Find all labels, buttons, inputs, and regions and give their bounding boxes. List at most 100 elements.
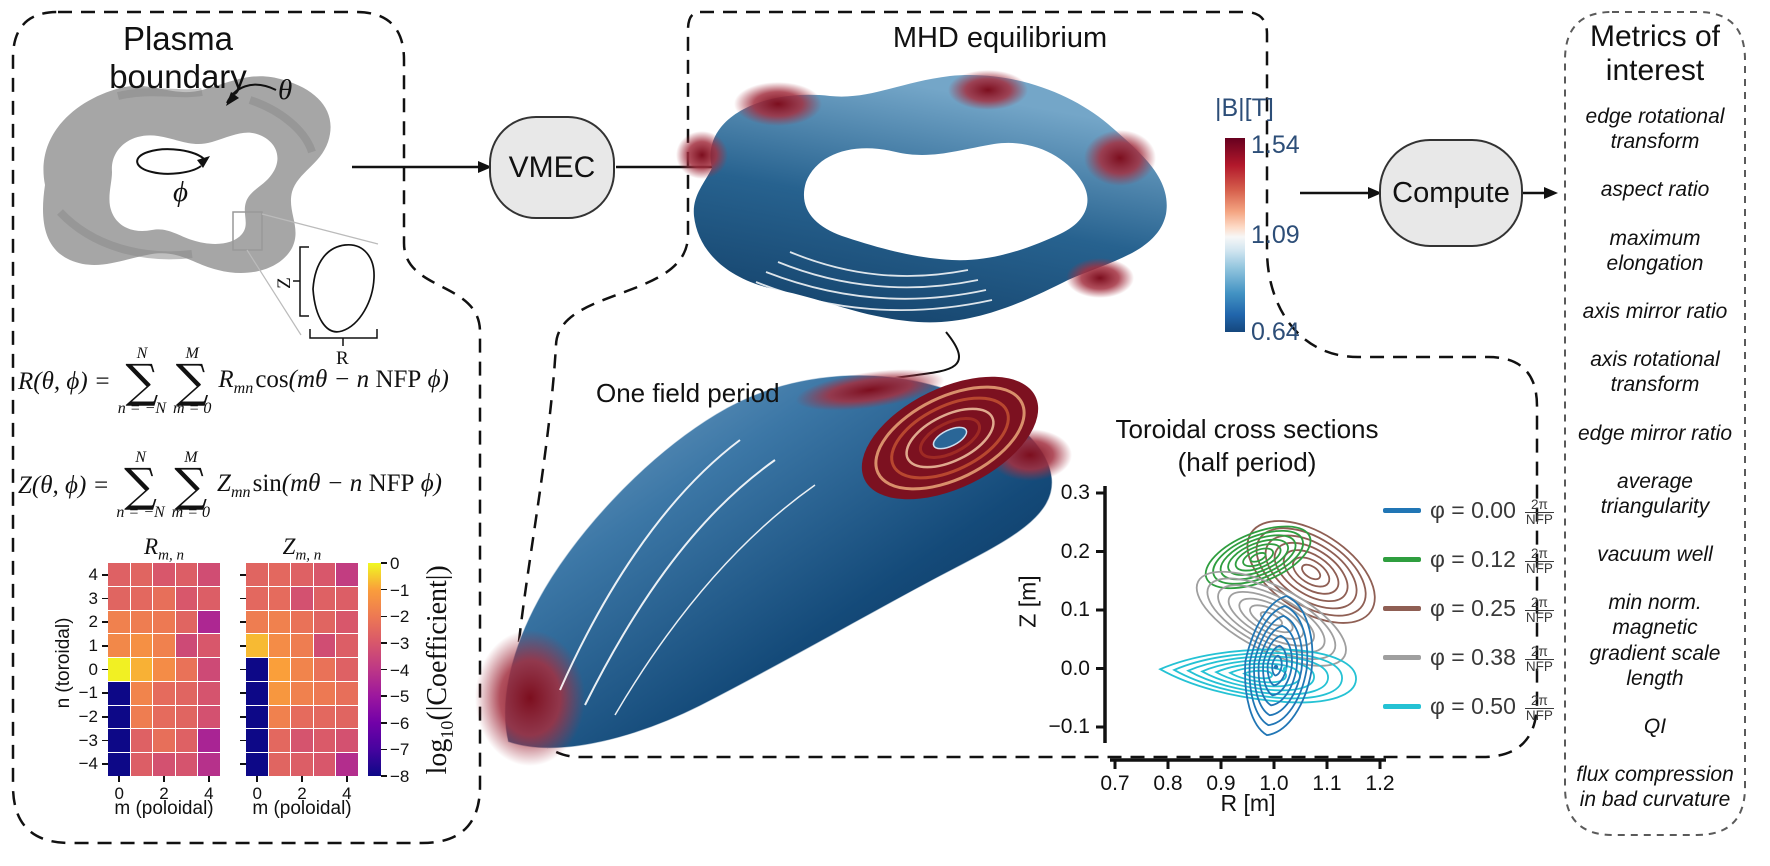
inset-z-axis-label: Z xyxy=(274,277,295,289)
cross-sections-title-line2: (half period) xyxy=(1177,447,1317,477)
fraction-numerator: 2π xyxy=(1530,496,1548,512)
legend-entry: φ = 0.50 2π NFP xyxy=(1383,682,1554,731)
legend-entry: φ = 0.38 2π NFP xyxy=(1383,633,1554,682)
flux-surface-curve xyxy=(1173,648,1343,702)
metric-item: edge mirror ratio xyxy=(1577,421,1733,445)
mhd-equilibrium-3d-surface xyxy=(676,70,1167,323)
heatmap-cell xyxy=(198,586,220,610)
flux-surface-curve xyxy=(1271,655,1283,676)
heatmap-cell xyxy=(291,658,313,681)
legend-fraction: 2π NFP xyxy=(1524,545,1554,576)
heatmap-cell xyxy=(246,681,268,705)
colorbar-tick-label: −3 xyxy=(390,633,410,653)
heatmap-cell xyxy=(313,658,336,681)
cross-section-axes xyxy=(1096,486,1386,769)
y-tick-label: 3 xyxy=(88,588,98,608)
flux-surface-curve xyxy=(1244,670,1272,679)
tick-mark xyxy=(301,776,303,782)
heatmap-cell xyxy=(336,634,358,658)
heatmap-cell xyxy=(130,634,153,658)
legend-fraction: 2π NFP xyxy=(1524,693,1554,723)
fraction-numerator: 2π xyxy=(1530,545,1548,561)
tick-mark xyxy=(381,748,387,751)
y-tick-label: 2 xyxy=(88,612,98,632)
y-tick-label: 0.1 xyxy=(1060,598,1090,621)
y-tick-label: 0 xyxy=(88,659,98,679)
flux-surface-curve xyxy=(1242,602,1315,729)
equation-lhs: R(θ, ϕ) = xyxy=(18,367,111,395)
heatmap-cell xyxy=(291,586,313,610)
legend-line-swatch xyxy=(1383,606,1421,611)
metric-item: flux compression in bad curvature xyxy=(1576,763,1734,812)
colorbar-tick-label: −1 xyxy=(390,580,410,600)
flux-surface-curve xyxy=(1223,532,1292,582)
tick-mark xyxy=(381,722,387,724)
legend-label: φ = 0.12 xyxy=(1430,546,1516,572)
flux-surface-curve xyxy=(1232,539,1284,576)
heatmap-cell xyxy=(130,681,153,705)
heatmap-cell xyxy=(313,753,336,776)
heatmap-cell xyxy=(175,705,198,729)
heatmap-ylabel: n (toroidal) xyxy=(53,617,74,709)
heatmap-cell xyxy=(313,586,336,610)
heatmap-cell xyxy=(108,658,130,681)
heatmap-r-title: Rm, n xyxy=(144,534,184,564)
legend-label: φ = 0.25 xyxy=(1430,595,1516,621)
x-tick-label: 2 xyxy=(159,784,169,803)
tick-mark xyxy=(102,574,108,576)
legend-fraction: 2π NFP xyxy=(1524,644,1554,674)
heatmap-cell xyxy=(108,705,130,729)
metric-item: QI xyxy=(1643,715,1667,738)
cross-sections-ylabel: Z [m] xyxy=(1014,575,1041,628)
heatmap-cell xyxy=(268,681,291,705)
heatmap-cell xyxy=(153,658,175,681)
tick-mark xyxy=(381,695,387,697)
heatmap-cell xyxy=(175,658,198,681)
x-tick-label: 0 xyxy=(114,784,124,803)
y-tick-label: 1 xyxy=(88,635,98,655)
heatmap-cell xyxy=(153,563,175,586)
heatmap-cell xyxy=(153,729,175,753)
theta-label: θ xyxy=(278,74,293,106)
legend-line-swatch xyxy=(1383,704,1421,709)
heatmap-cell xyxy=(336,610,358,634)
compute-node-label: Compute xyxy=(1392,176,1510,209)
y-tick-label: −3 xyxy=(78,730,98,750)
one-field-period-3d-surface xyxy=(475,369,1072,766)
heatmap-cell xyxy=(291,610,313,634)
heatmap-cell xyxy=(313,681,336,705)
heatmap-z: 0 2 4 xyxy=(240,563,358,803)
heatmap-cell xyxy=(291,634,313,658)
tick-mark xyxy=(240,597,246,600)
tick-mark xyxy=(102,739,108,742)
legend-entry: φ = 0.00 2π NFP xyxy=(1383,486,1554,535)
y-tick-label: −4 xyxy=(78,754,98,774)
tick-mark xyxy=(240,716,246,718)
cross-sections-xlabel: R [m] xyxy=(1220,790,1276,816)
heatmap-cell xyxy=(108,610,130,634)
fraction-denominator: NFP xyxy=(1524,659,1554,674)
heatmap-cell xyxy=(268,563,291,586)
flux-surface-curve xyxy=(1299,562,1322,583)
heatmap-cell xyxy=(268,658,291,681)
tick-mark xyxy=(102,692,108,694)
tick-mark xyxy=(102,645,108,647)
heatmap-cell xyxy=(336,681,358,705)
flux-surface-curve xyxy=(1197,514,1319,601)
vmec-node-label: VMEC xyxy=(508,150,596,184)
tick-mark xyxy=(118,776,120,782)
heatmap-cell xyxy=(268,705,291,729)
flux-surface-curve xyxy=(1259,634,1296,698)
flux-surface-curve xyxy=(1276,541,1346,603)
magnetic-axis-dot xyxy=(1273,664,1279,670)
legend-label: φ = 0.38 xyxy=(1430,644,1516,670)
heatmap-cell xyxy=(175,681,198,705)
legend-entry: φ = 0.12 2π NFP xyxy=(1383,535,1554,584)
flux-surface-curve xyxy=(1249,551,1266,563)
heatmap-cell xyxy=(246,705,268,729)
heatmap-cell xyxy=(108,586,130,610)
x-tick-label: 1.0 xyxy=(1259,772,1289,795)
flux-surface-curve xyxy=(1241,510,1380,633)
heatmap-cell xyxy=(313,729,336,753)
equation-rhs: Zmn sin(mθ − n NFP ϕ) xyxy=(217,469,442,501)
